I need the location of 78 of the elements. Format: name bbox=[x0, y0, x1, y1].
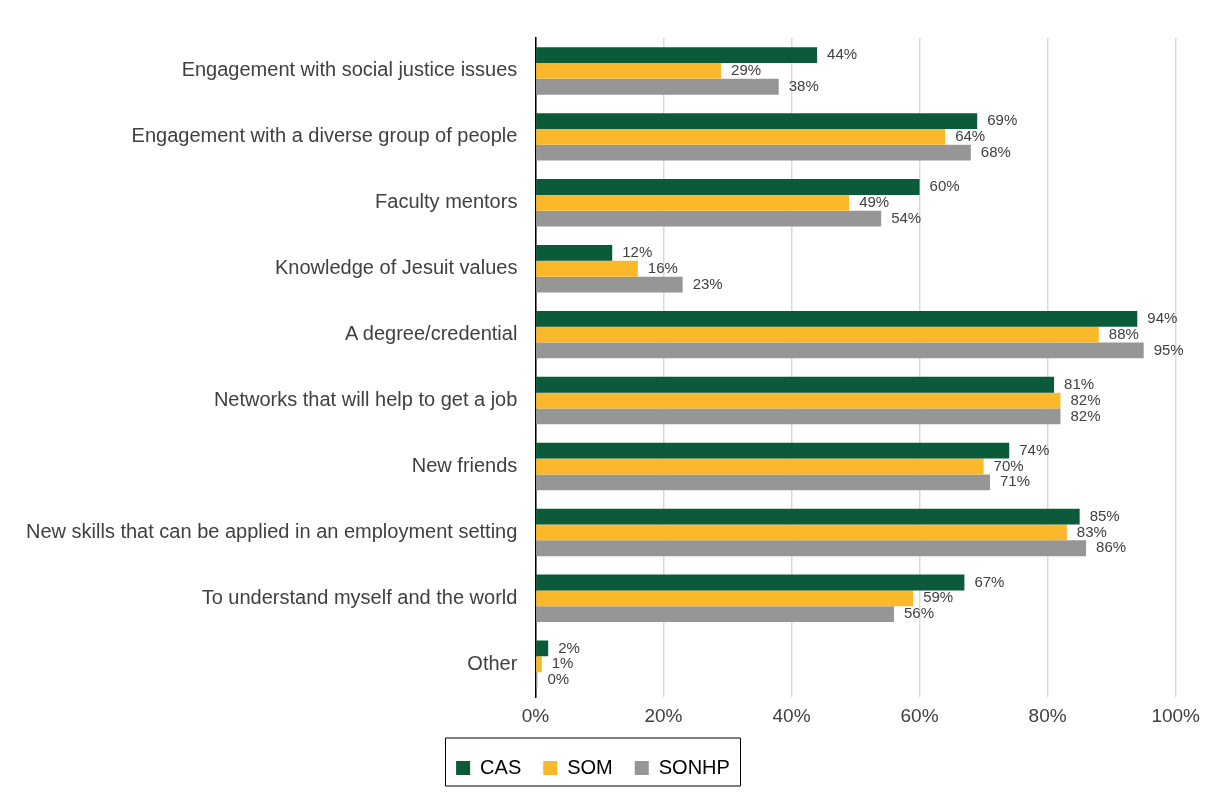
bar bbox=[536, 194, 850, 211]
data-label: 81% bbox=[1064, 374, 1095, 392]
y-tick-label: Networks that will help to get a job bbox=[213, 388, 518, 411]
bar bbox=[536, 342, 1144, 359]
y-tick-label: Other bbox=[467, 651, 518, 674]
y-tick-label: Knowledge of Jesuit values bbox=[275, 256, 518, 279]
bar bbox=[536, 524, 1067, 541]
y-tick-label: Engagement with a diverse group of people bbox=[131, 124, 518, 147]
bar bbox=[536, 640, 549, 657]
bar bbox=[536, 442, 1010, 459]
y-tick-label: Faculty mentors bbox=[375, 190, 518, 213]
bar bbox=[536, 144, 971, 161]
x-tick-label: 80% bbox=[1028, 704, 1067, 726]
data-label: 88% bbox=[1108, 324, 1139, 342]
data-label: 38% bbox=[788, 76, 819, 94]
data-label: 74% bbox=[1019, 440, 1050, 458]
data-label: 44% bbox=[827, 45, 858, 63]
legend-label: CAS bbox=[480, 755, 522, 778]
bar bbox=[536, 244, 613, 261]
y-tick-label: A degree/credential bbox=[345, 322, 518, 345]
bar bbox=[536, 574, 965, 591]
y-tick-label: New skills that can be applied in an employment setting bbox=[25, 519, 518, 542]
data-label: 83% bbox=[1076, 522, 1107, 540]
x-tick-label: 40% bbox=[772, 704, 811, 726]
y-tick-label: New friends bbox=[411, 454, 518, 476]
bar bbox=[536, 260, 638, 277]
bar bbox=[536, 128, 946, 145]
data-label: 86% bbox=[1096, 538, 1127, 556]
bar bbox=[536, 508, 1080, 525]
data-label: 71% bbox=[1000, 472, 1031, 490]
data-label: 2% bbox=[558, 638, 580, 656]
data-label: 64% bbox=[955, 127, 986, 145]
bar bbox=[536, 376, 1055, 393]
x-tick-label: 20% bbox=[644, 704, 683, 726]
data-label: 68% bbox=[980, 142, 1011, 160]
bar bbox=[536, 179, 920, 195]
x-tick-label: 0% bbox=[521, 704, 550, 726]
bar bbox=[536, 590, 914, 607]
data-label: 67% bbox=[974, 572, 1005, 590]
data-label: 69% bbox=[987, 111, 1018, 129]
data-label: 82% bbox=[1070, 406, 1101, 424]
bar bbox=[536, 656, 542, 673]
legend-label: SOM bbox=[567, 755, 613, 778]
data-label: 85% bbox=[1089, 506, 1120, 524]
legend-label: SONHP bbox=[658, 755, 730, 778]
data-label: 0% bbox=[547, 670, 570, 688]
bar bbox=[536, 458, 984, 475]
bar bbox=[536, 474, 991, 491]
data-label: 23% bbox=[692, 274, 723, 292]
bar bbox=[536, 326, 1099, 343]
data-label: 82% bbox=[1070, 390, 1101, 408]
data-label: 60% bbox=[929, 177, 960, 195]
data-label: 94% bbox=[1147, 308, 1178, 326]
bar bbox=[536, 540, 1087, 557]
bar bbox=[536, 392, 1061, 409]
data-label: 49% bbox=[859, 192, 890, 210]
y-tick-label: Engagement with social justice issues bbox=[181, 58, 518, 81]
data-label: 56% bbox=[903, 604, 934, 622]
data-label: 16% bbox=[647, 258, 678, 276]
data-label: 59% bbox=[923, 588, 954, 606]
bar bbox=[536, 47, 818, 64]
x-tick-label: 100% bbox=[1151, 704, 1201, 726]
bar bbox=[536, 113, 978, 129]
data-label: 29% bbox=[731, 61, 762, 79]
data-label: 1% bbox=[551, 654, 574, 672]
bar bbox=[536, 78, 779, 95]
data-label: 12% bbox=[622, 243, 653, 261]
bar bbox=[536, 63, 722, 79]
data-label: 95% bbox=[1153, 340, 1184, 358]
bar bbox=[536, 606, 894, 623]
bar bbox=[536, 408, 1061, 425]
y-tick-label: To understand myself and the world bbox=[201, 585, 518, 608]
data-label: 70% bbox=[993, 456, 1024, 474]
x-tick-label: 60% bbox=[900, 704, 939, 726]
data-label: 54% bbox=[891, 208, 922, 226]
bar bbox=[536, 276, 683, 293]
bar bbox=[536, 210, 882, 227]
bar bbox=[536, 310, 1138, 327]
